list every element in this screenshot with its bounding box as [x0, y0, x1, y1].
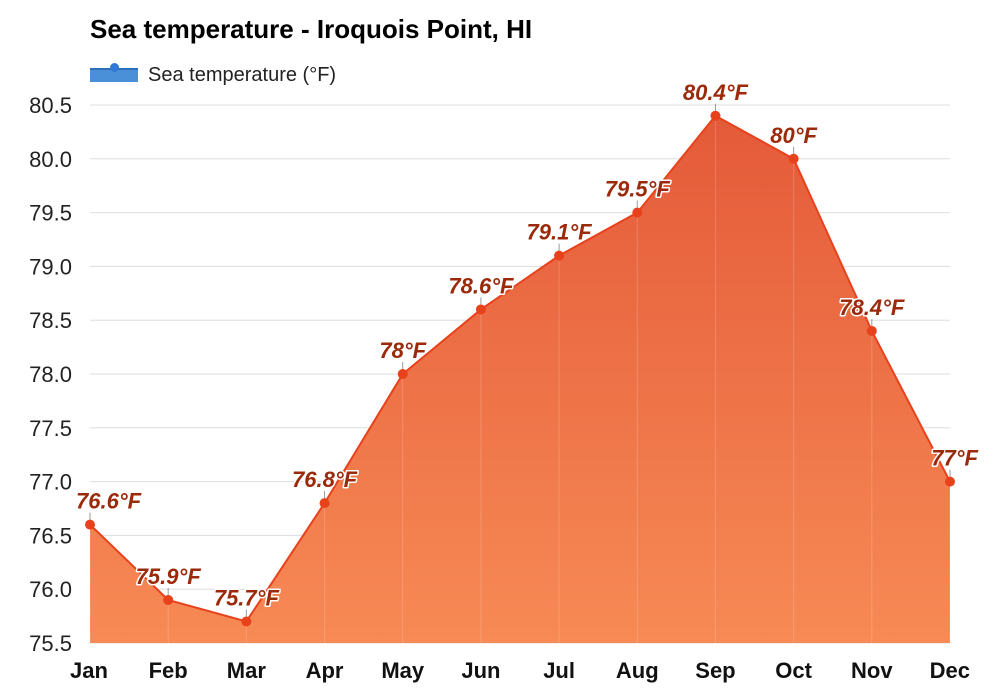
- data-label: 79.5°F: [605, 177, 671, 202]
- data-point: [945, 476, 955, 487]
- x-tick-label: Dec: [930, 658, 970, 683]
- x-tick-label: Sep: [695, 658, 735, 683]
- x-tick-label: Jun: [461, 658, 500, 683]
- x-tick-label: Feb: [149, 658, 188, 683]
- x-tick-label: Oct: [775, 658, 812, 683]
- data-point: [632, 207, 643, 218]
- data-label: 76.6°F: [76, 489, 142, 514]
- data-label: 78.6°F: [448, 273, 514, 298]
- chart-title: Sea temperature - Iroquois Point, HI: [90, 14, 533, 44]
- data-label: 75.7°F: [214, 585, 280, 610]
- data-point: [163, 594, 174, 605]
- area-fill: [90, 115, 950, 643]
- data-point: [241, 616, 252, 627]
- y-tick-label: 76.0: [29, 577, 72, 602]
- data-point: [710, 110, 721, 121]
- data-label: 78.4°F: [839, 295, 905, 320]
- y-tick-label: 78.5: [29, 308, 72, 333]
- series-line: [89, 114, 951, 623]
- data-point: [866, 325, 877, 336]
- x-tick-label: Jul: [543, 658, 575, 683]
- legend-label: Sea temperature (°F): [148, 63, 337, 86]
- data-label: 80.4°F: [683, 80, 749, 105]
- data-point: [475, 304, 486, 315]
- data-point: [554, 250, 565, 261]
- y-tick-label: 77.5: [29, 416, 72, 441]
- data-point: [85, 519, 95, 530]
- data-point: [397, 369, 408, 379]
- data-label: 76.8°F: [292, 467, 358, 492]
- data-label: 77°F: [931, 446, 978, 471]
- x-tick-label: Mar: [227, 658, 267, 683]
- x-tick-label: May: [381, 658, 425, 683]
- x-tick-label: Aug: [616, 658, 659, 683]
- data-label: 75.9°F: [136, 564, 202, 589]
- x-tick-label: Jan: [70, 658, 108, 683]
- data-label: 78°F: [379, 338, 426, 363]
- y-tick-label: 80.5: [29, 93, 72, 118]
- y-tick-label: 77.0: [29, 470, 72, 495]
- y-tick-label: 78.0: [29, 362, 72, 387]
- data-label: 79.1°F: [527, 220, 593, 245]
- legend-swatch: [90, 63, 138, 82]
- data-point: [788, 153, 799, 164]
- y-tick-label: 76.5: [29, 523, 72, 548]
- data-label: 80°F: [770, 123, 817, 148]
- y-tick-label: 79.0: [29, 254, 72, 279]
- y-tick-label: 79.5: [29, 201, 72, 226]
- legend[interactable]: Sea temperature (°F): [90, 60, 336, 90]
- data-point: [319, 498, 330, 509]
- y-tick-label: 75.5: [29, 631, 72, 656]
- x-tick-label: Apr: [306, 658, 344, 683]
- y-tick-label: 80.0: [29, 147, 72, 172]
- legend-marker: [110, 63, 119, 72]
- x-tick-label: Nov: [851, 658, 893, 683]
